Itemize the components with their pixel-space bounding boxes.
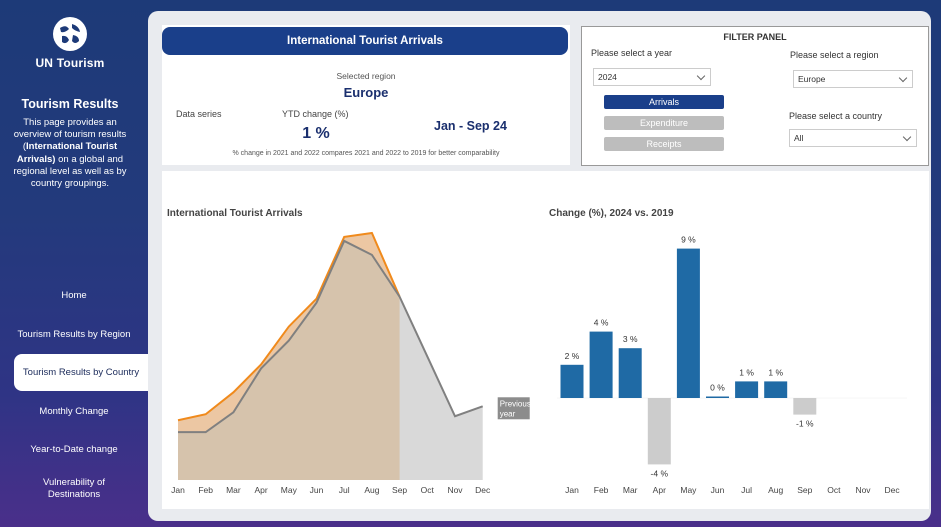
brand-name: UN Tourism (35, 56, 105, 70)
change-bar (560, 364, 584, 398)
previous-year-label-box (497, 397, 530, 420)
chevron-down-icon (902, 132, 912, 141)
bar-x-tick: Jul (741, 485, 752, 495)
bar-x-tick: Nov (855, 485, 871, 495)
area-x-tick: Apr (254, 485, 267, 495)
globe-logo-icon (53, 17, 87, 51)
bar-data-label: 4 % (594, 318, 609, 328)
year-dropdown[interactable]: 2024 (593, 68, 711, 86)
bar-x-tick: Dec (885, 485, 901, 495)
area-x-tick: Jun (310, 485, 324, 495)
main-canvas: International Tourist Arrivals Selected … (148, 11, 931, 521)
country-label: Please select a country (789, 111, 883, 121)
area-x-tick: May (281, 485, 298, 495)
nav-results-by-region[interactable]: Tourism Results by Region (17, 329, 131, 340)
arrivals-button[interactable]: Arrivals (604, 95, 724, 109)
bar-data-label: 1 % (739, 367, 754, 377)
bar-x-tick: Aug (768, 485, 783, 495)
bar-x-tick: Oct (827, 485, 841, 495)
filter-panel-title: FILTER PANEL (723, 32, 787, 42)
change-bar (676, 248, 700, 398)
filter-panel: FILTER PANEL Please select a year 2024 A… (581, 26, 929, 166)
change-bar (735, 381, 759, 398)
change-bar (764, 381, 788, 398)
year-dropdown-value: 2024 (598, 72, 617, 82)
bar-x-tick: Apr (653, 485, 666, 495)
previous-year-line (178, 239, 484, 434)
bar-x-tick: Sep (797, 485, 812, 495)
nav-home[interactable]: Home (61, 290, 87, 301)
change-bar (647, 398, 671, 465)
sidebar: UN Tourism Tourism Results This page pro… (0, 0, 148, 527)
bar-data-label: -4 % (651, 468, 669, 478)
charts-card: International Tourist Arrivals Change (%… (162, 171, 929, 509)
bar-data-label: 9 % (681, 235, 696, 245)
bar-data-label: -1 % (796, 419, 814, 429)
bar-x-tick: Jan (565, 485, 579, 495)
region-dropdown[interactable]: Europe (793, 70, 913, 88)
area-x-tick: Nov (447, 485, 463, 495)
bar-x-tick: Feb (594, 485, 609, 495)
year-label: Please select a year (591, 48, 673, 58)
selected-region-value: Europe (343, 85, 389, 100)
area-x-tick: Jan (171, 485, 185, 495)
selected-region-label: Selected region (336, 71, 396, 81)
current-year-line (177, 231, 401, 422)
area-x-tick: Mar (226, 485, 241, 495)
data-series-label: Data series (176, 109, 222, 119)
chevron-down-icon (696, 71, 706, 80)
previous-year-label-line2: year (500, 409, 516, 418)
change-bar (618, 348, 642, 398)
area-chart-title: International Tourist Arrivals (167, 208, 303, 219)
area-x-tick: Dec (475, 485, 491, 495)
comparability-note: % change in 2021 and 2022 compares 2021 … (232, 150, 500, 157)
receipts-button[interactable]: Receipts (604, 137, 724, 151)
bar-x-tick: May (680, 485, 697, 495)
expenditure-button[interactable]: Expenditure (604, 116, 724, 130)
nav-year-to-date-change[interactable]: Year-to-Date change (30, 444, 118, 455)
country-dropdown[interactable]: All (789, 129, 917, 147)
bar-data-label: 1 % (768, 367, 783, 377)
area-x-tick: Feb (198, 485, 213, 495)
bar-data-label: 3 % (623, 334, 638, 344)
bar-x-tick: Jun (711, 485, 725, 495)
page-description: This page provides an overview of touris… (13, 117, 127, 190)
area-x-tick: Oct (421, 485, 435, 495)
period-value: Jan - Sep 24 (434, 119, 507, 133)
bar-data-label: 2 % (565, 351, 580, 361)
region-dropdown-value: Europe (798, 74, 826, 84)
region-label: Please select a region (790, 50, 879, 60)
nav-results-by-country[interactable]: Tourism Results by Country (14, 354, 148, 391)
country-dropdown-value: All (794, 133, 804, 143)
previous-year-label: Previous (500, 399, 531, 408)
bar-data-label: 0 % (710, 383, 725, 393)
bar-x-tick: Mar (623, 485, 638, 495)
area-x-tick: Jul (339, 485, 350, 495)
ytd-value: 1 % (302, 125, 330, 142)
change-bar (706, 396, 729, 398)
difference-band (178, 232, 400, 433)
change-bar (793, 398, 817, 415)
current-year-area (178, 232, 400, 480)
change-bar (589, 331, 613, 398)
nav-monthly-change[interactable]: Monthly Change (39, 406, 109, 417)
nav-vulnerability[interactable]: Vulnerability of Destinations (43, 477, 105, 500)
summary-title: International Tourist Arrivals (162, 27, 568, 55)
area-x-tick: Aug (364, 485, 379, 495)
page-title: Tourism Results (21, 97, 119, 111)
ytd-label: YTD change (%) (282, 109, 349, 119)
chevron-down-icon (898, 73, 908, 82)
area-x-tick: Sep (392, 485, 407, 495)
summary-card: International Tourist Arrivals Selected … (162, 25, 570, 165)
bar-chart-title: Change (%), 2024 vs. 2019 (549, 208, 674, 219)
